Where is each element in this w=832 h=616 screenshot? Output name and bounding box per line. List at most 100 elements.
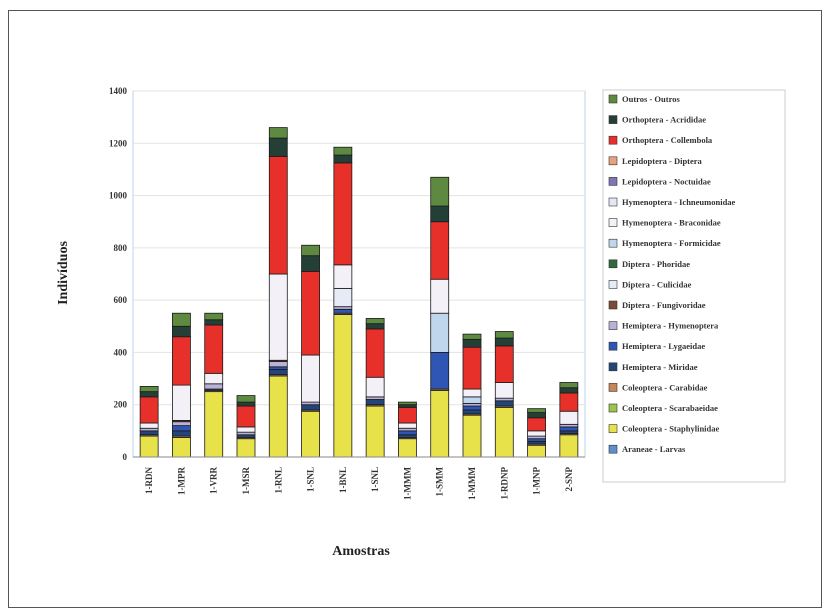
bar-segment	[204, 372, 224, 385]
bar-segment	[301, 255, 320, 272]
y-tick-label: 1200	[109, 138, 128, 148]
bar-segment	[301, 354, 320, 403]
y-tick-label: 400	[114, 347, 128, 357]
y-tick-label: 800	[114, 243, 128, 253]
legend-entry: Lepidoptera - Noctuidae	[622, 176, 711, 186]
x-tick-label: 1-MNP	[532, 467, 542, 495]
bar-segment	[268, 137, 288, 157]
bar-segment	[204, 319, 224, 326]
bar-segment	[430, 389, 450, 458]
plot-area	[132, 90, 586, 458]
legend-box	[602, 89, 786, 483]
legend-swatch	[608, 403, 618, 413]
bar-segment	[527, 417, 546, 432]
bar-segment	[559, 382, 579, 389]
x-tick-label: 1-SNL	[306, 467, 316, 492]
legend-swatch	[608, 238, 618, 248]
bar-segment	[462, 388, 482, 398]
legend-entry: Hymenoptera - Formicidae	[622, 238, 721, 248]
bar-segment	[268, 375, 288, 458]
bar-segment	[333, 162, 353, 266]
bar-segment	[268, 127, 288, 139]
bar-segment	[333, 287, 353, 308]
y-axis-ticks: 0 200 400 600 800 1000 1200 1400	[109, 86, 128, 462]
bar-segment	[559, 426, 579, 432]
bar-segment	[139, 386, 159, 393]
legend-swatch	[608, 444, 618, 454]
bar-segment	[365, 399, 385, 406]
x-tick-label: 1-MSR	[241, 467, 251, 495]
bar-segment	[172, 312, 191, 327]
bar-segment	[204, 312, 224, 321]
bar-segment	[398, 401, 417, 406]
bar-segment	[494, 331, 514, 339]
legend-swatch	[608, 94, 618, 104]
x-tick-label: 1-RNL	[273, 467, 283, 494]
bars	[139, 127, 579, 458]
legend-swatch	[608, 280, 618, 289]
bar-segment	[172, 421, 191, 427]
x-tick-label: 1-RDNP	[499, 467, 509, 500]
bar-segment	[430, 221, 450, 280]
legend-entry: Diptera - Fungivoridae	[622, 300, 706, 310]
bar-segment	[398, 430, 417, 436]
bar-segment	[301, 244, 320, 257]
bar-segment	[365, 318, 385, 325]
bar-segment	[462, 409, 482, 415]
bar-segment	[398, 406, 417, 424]
bar-segment	[333, 154, 353, 164]
bar-segment	[333, 308, 353, 314]
x-tick-label: 2-SNP	[564, 466, 574, 491]
bar-segment	[365, 376, 385, 398]
bar-segment	[462, 346, 482, 390]
bar-segment	[462, 396, 482, 404]
bar-segment	[139, 391, 159, 398]
bar-segment	[204, 324, 224, 374]
legend-swatch	[608, 300, 618, 310]
bar-segment	[494, 406, 514, 458]
legend-swatch	[608, 177, 618, 186]
legend-entry: Lepidoptera - Diptera	[622, 156, 703, 166]
legend-entry: Orthoptera - Collembola	[622, 135, 713, 145]
bar-segment	[494, 400, 514, 407]
bar-segment	[398, 422, 417, 429]
legend-entry: Hemiptera - Lygaeidae	[622, 341, 705, 351]
bar-segment	[527, 408, 546, 413]
legend: Outros - Outros Orthoptera - Acrididae Ort…	[608, 94, 736, 454]
x-tick-label: 1-SNL	[370, 467, 380, 492]
y-tick-label: 0	[123, 452, 128, 462]
y-tick-label: 200	[114, 400, 128, 410]
bar-segment	[462, 333, 482, 340]
legend-entry: Hemiptera - Miridae	[622, 362, 698, 372]
x-tick-label: 1-BNL	[338, 467, 348, 493]
bar-segment	[236, 395, 256, 403]
bar-segment	[204, 383, 224, 390]
legend-swatch	[608, 383, 618, 392]
legend-swatch	[608, 218, 618, 227]
bar-segment	[430, 205, 450, 223]
bar-segment	[268, 273, 288, 361]
bar-segment	[365, 405, 385, 458]
bar-segment	[559, 410, 579, 425]
bar-segment	[333, 146, 353, 156]
bar-segment	[430, 352, 450, 390]
legend-swatch	[608, 135, 618, 145]
y-axis-label: Indivíduos	[56, 241, 71, 305]
figure-frame: 0 200 400 600 800 1000 1200 1400 1-RDN 1-MPR 1-VR…	[8, 10, 822, 608]
bar-segment	[559, 387, 579, 394]
bar-segment	[268, 155, 288, 275]
legend-swatch	[608, 341, 618, 351]
x-tick-label: 1-MMM	[467, 466, 477, 499]
legend-entry: Coleoptera - Staphylinidae	[622, 424, 720, 434]
y-tick-label: 1000	[109, 191, 128, 201]
bar-segment	[333, 314, 353, 458]
bar-segment	[268, 369, 288, 376]
bar-segment	[301, 270, 320, 356]
legend-entry: Diptera - Culicidae	[622, 279, 692, 289]
bar-segment	[559, 392, 579, 412]
legend-swatch	[608, 197, 618, 207]
bar-segment	[365, 323, 385, 330]
x-axis-ticks: 1-RDN 1-MPR 1-VRR 1-MSR 1-RNL 1-SNL 1-BNL 1-SNL…	[144, 466, 574, 499]
y-tick-label: 1400	[109, 86, 128, 96]
legend-entry: Coleoptera - Scarabaeidae	[622, 403, 718, 413]
